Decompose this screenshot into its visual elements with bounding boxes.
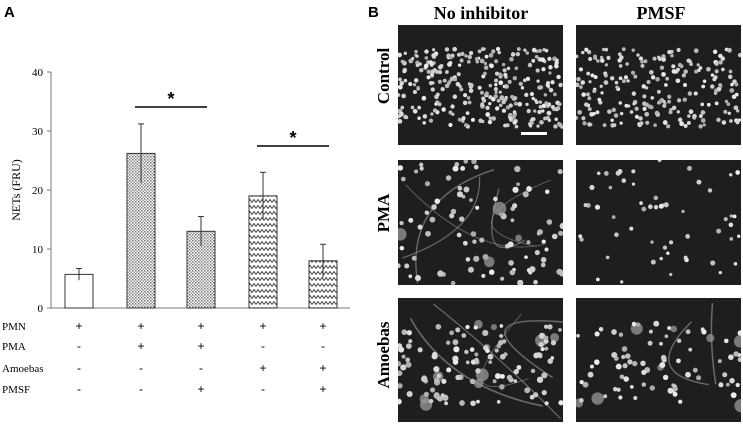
condition-mark: + [137, 339, 144, 353]
condition-mark: + [259, 361, 266, 375]
condition-label-pmn: PMN [2, 321, 26, 333]
condition-mark: + [259, 319, 266, 333]
condition-mark: + [197, 339, 204, 353]
significance-star-2: * [289, 128, 296, 148]
column-header-pmsf: PMSF [636, 3, 686, 23]
y-tick-label: 20 [32, 185, 44, 197]
condition-mark: + [137, 319, 144, 333]
condition-mark: + [319, 382, 326, 396]
condition-label-amoebas: Amoebas [2, 363, 44, 375]
significance-star-1: * [167, 89, 174, 109]
condition-mark: + [75, 319, 82, 333]
row-header-pma: PMA [374, 193, 393, 233]
micrograph-pma-no-inhibitor-texture [398, 160, 563, 285]
micrograph-amoebas-no-inhibitor-texture [398, 303, 563, 420]
row-header-amoebas: Amoebas [374, 321, 393, 389]
condition-mark: - [199, 361, 203, 375]
y-tick-label: 40 [32, 67, 44, 79]
condition-label-pmsf: PMSF [2, 384, 30, 396]
condition-mark: - [321, 339, 325, 353]
condition-mark: + [197, 382, 204, 396]
scale-bar [521, 132, 547, 135]
condition-mark: - [77, 382, 81, 396]
condition-mark: - [77, 339, 81, 353]
condition-mark: - [261, 382, 265, 396]
micrograph-control-no-inhibitor [398, 25, 563, 145]
micrograph-control-no-inhibitor-texture [398, 46, 563, 135]
panel-a-label: A [4, 4, 15, 21]
panel-b-label: B [368, 4, 379, 21]
micrograph-pma-no-inhibitor [398, 160, 563, 285]
condition-mark: + [197, 319, 204, 333]
micrograph-control-pmsf-texture [576, 47, 741, 129]
y-tick-label: 0 [38, 303, 44, 315]
condition-mark: - [261, 339, 265, 353]
y-tick-label: 30 [32, 126, 44, 138]
condition-mark: - [77, 361, 81, 375]
condition-mark: - [139, 382, 143, 396]
condition-mark: + [319, 319, 326, 333]
y-axis-label: NETs (FRU) [9, 159, 23, 221]
bar-chart: 0 10 20 30 40 NETs (FRU) * * PMN + + + + + PMA - + + - - A… [2, 67, 350, 396]
micrograph-amoebas-pmsf-texture [576, 303, 741, 413]
micrograph-pma-pmsf [576, 160, 741, 285]
micrograph-amoebas-no-inhibitor [398, 298, 563, 422]
column-header-no-inhibitor: No inhibitor [433, 3, 529, 23]
condition-mark: - [139, 361, 143, 375]
condition-mark: + [319, 361, 326, 375]
micrograph-pma-pmsf-texture [578, 160, 741, 284]
bar-5 [308, 260, 338, 309]
micrograph-control-pmsf [576, 25, 741, 145]
condition-label-pma: PMA [2, 341, 26, 353]
row-header-control: Control [374, 47, 393, 105]
y-tick-label: 10 [32, 244, 44, 256]
micrograph-amoebas-pmsf [576, 298, 741, 422]
